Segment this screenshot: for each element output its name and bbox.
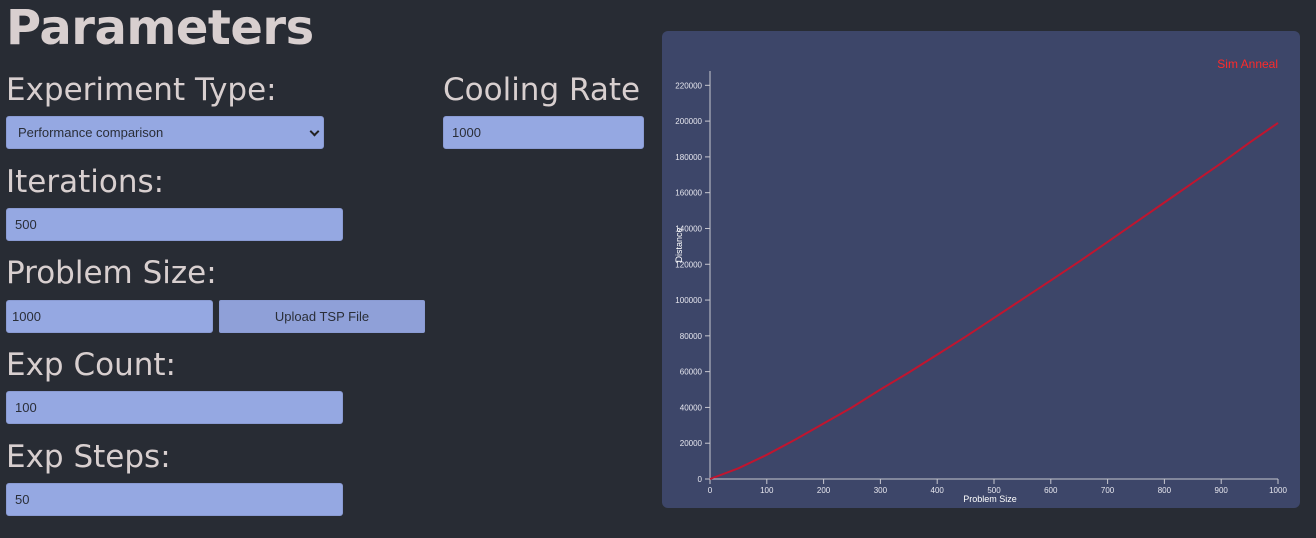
experiment-type-selected: Performance comparison <box>18 125 164 140</box>
x-tick-label: 600 <box>1044 486 1058 495</box>
x-tick-label: 0 <box>708 486 713 495</box>
x-tick-label: 900 <box>1215 486 1229 495</box>
exp-steps-input[interactable]: 50 <box>6 483 343 516</box>
y-axis-label: Distance <box>674 227 684 262</box>
x-tick-label: 700 <box>1101 486 1115 495</box>
upload-tsp-file-button[interactable]: Upload TSP File <box>219 300 425 333</box>
iterations-input[interactable]: 500 <box>6 208 343 241</box>
y-tick-label: 100000 <box>675 296 702 305</box>
problem-size-label: Problem Size: <box>6 255 217 291</box>
iterations-label: Iterations: <box>6 164 165 200</box>
cooling-rate-label: Cooling Rate <box>443 72 641 108</box>
y-tick-label: 0 <box>698 475 703 484</box>
chevron-down-icon <box>309 126 320 137</box>
x-tick-label: 500 <box>987 486 1001 495</box>
exp-count-label: Exp Count: <box>6 347 176 383</box>
x-tick-label: 400 <box>931 486 945 495</box>
y-tick-label: 160000 <box>675 189 702 198</box>
y-tick-label: 180000 <box>675 153 702 162</box>
x-tick-label: 200 <box>817 486 831 495</box>
legend-entry-sim-anneal: Sim Anneal <box>1217 57 1278 71</box>
y-tick-label: 220000 <box>675 81 702 90</box>
cooling-rate-input[interactable]: 1000 <box>443 116 644 149</box>
x-tick-label: 300 <box>874 486 888 495</box>
distance-chart: 0 100 200 300 400 500 600 700 800 900 1000 0 20000 40… <box>674 57 1287 504</box>
x-tick-label: 1000 <box>1269 486 1287 495</box>
y-tick-label: 40000 <box>680 403 703 412</box>
x-tick-label: 100 <box>760 486 774 495</box>
y-tick-label: 60000 <box>680 368 703 377</box>
experiment-type-label: Experiment Type: <box>6 72 277 108</box>
y-tick-label: 80000 <box>680 332 703 341</box>
x-tick-label: 800 <box>1158 486 1172 495</box>
problem-size-input[interactable]: 1000 <box>6 300 213 333</box>
y-tick-label: 20000 <box>680 439 703 448</box>
series-line-sim-anneal <box>709 122 1279 480</box>
chart-panel: 0 100 200 300 400 500 600 700 800 900 1000 0 20000 40… <box>662 31 1300 508</box>
y-tick-label: 140000 <box>675 224 702 233</box>
y-tick-label: 200000 <box>675 117 702 126</box>
y-tick-label: 120000 <box>675 260 702 269</box>
x-axis-label: Problem Size <box>963 494 1017 504</box>
page-title: Parameters <box>6 0 314 56</box>
exp-steps-label: Exp Steps: <box>6 439 171 475</box>
experiment-type-select[interactable]: Performance comparison <box>6 116 324 149</box>
exp-count-input[interactable]: 100 <box>6 391 343 424</box>
